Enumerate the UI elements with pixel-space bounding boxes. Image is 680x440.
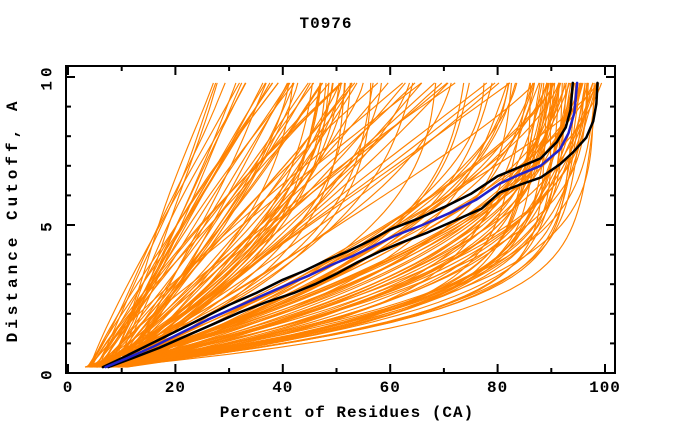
- highlighted-model-black-2: [107, 81, 599, 369]
- x-tick-label: 100: [589, 379, 621, 397]
- server-model-curves: [122, 82, 517, 368]
- server-model-curves: [97, 82, 598, 368]
- server-model-curves: [104, 82, 543, 368]
- server-model-curves: [98, 82, 279, 368]
- server-model-curves: [108, 82, 321, 368]
- server-model-curves: [101, 82, 266, 368]
- server-model-curves: [102, 82, 589, 368]
- server-model-curves: [118, 82, 299, 368]
- server-model-curves: [103, 82, 509, 368]
- server-model-curves: [125, 82, 295, 368]
- server-model-curves: [111, 82, 582, 368]
- server-model-curves: [117, 82, 340, 368]
- server-model-curves: [121, 82, 556, 368]
- server-model-curves: [117, 82, 560, 368]
- server-model-curves: [116, 82, 561, 368]
- server-model-curves: [89, 82, 240, 368]
- server-model-curves: [126, 82, 531, 368]
- server-model-curves: [114, 82, 389, 368]
- highlighted-model-blue: [104, 81, 579, 369]
- plot-frame: [65, 65, 616, 374]
- x-axis-label: Percent of Residues (CA): [220, 404, 474, 422]
- x-tick-label: 0: [63, 379, 74, 397]
- server-model-curves: [112, 82, 218, 368]
- server-model-curves: [102, 82, 470, 368]
- x-tick-label: 20: [165, 379, 186, 397]
- server-model-curves: [103, 82, 404, 368]
- server-model-curves: [103, 82, 330, 368]
- server-model-curves: [119, 82, 243, 368]
- server-model-curves: [100, 82, 577, 368]
- server-model-curves: [105, 82, 449, 368]
- y-tick-label: 0: [39, 366, 57, 380]
- chart-title: T0976: [299, 15, 352, 33]
- server-model-curves: [119, 82, 496, 368]
- server-model-curves: [118, 82, 511, 368]
- server-model-curves: [111, 82, 508, 368]
- server-model-curves: [93, 82, 452, 368]
- server-model-curves: [88, 82, 485, 368]
- server-model-curves: [101, 82, 575, 368]
- x-tick-label: 40: [272, 379, 293, 397]
- server-model-curves: [96, 82, 334, 368]
- server-model-curves: [96, 82, 552, 368]
- y-tick-label: 5: [39, 218, 57, 232]
- server-model-curves: [115, 82, 267, 368]
- y-tick-label: 10: [39, 63, 57, 90]
- server-model-curves: [108, 82, 560, 368]
- server-model-curves: [96, 82, 598, 368]
- y-axis-label: Distance Cutoff, A: [4, 98, 22, 343]
- axes-layer: 0 20 40 60 80 100 0 5 10: [39, 63, 621, 397]
- server-model-curves: [116, 82, 379, 368]
- server-model-curves: [90, 82, 342, 368]
- highlighted-model-black-1: [101, 81, 575, 369]
- x-tick-label: 80: [487, 379, 508, 397]
- server-model-curves: [120, 82, 346, 368]
- x-tick-label: 60: [380, 379, 401, 397]
- server-model-curves: [119, 82, 548, 368]
- server-model-curves: [97, 82, 327, 368]
- curves-layer: [84, 81, 603, 369]
- server-model-curves: [98, 82, 540, 368]
- server-model-curves: [95, 82, 324, 368]
- server-model-curves: [90, 82, 493, 368]
- server-model-curves: [95, 82, 550, 368]
- server-model-curves: [89, 82, 422, 368]
